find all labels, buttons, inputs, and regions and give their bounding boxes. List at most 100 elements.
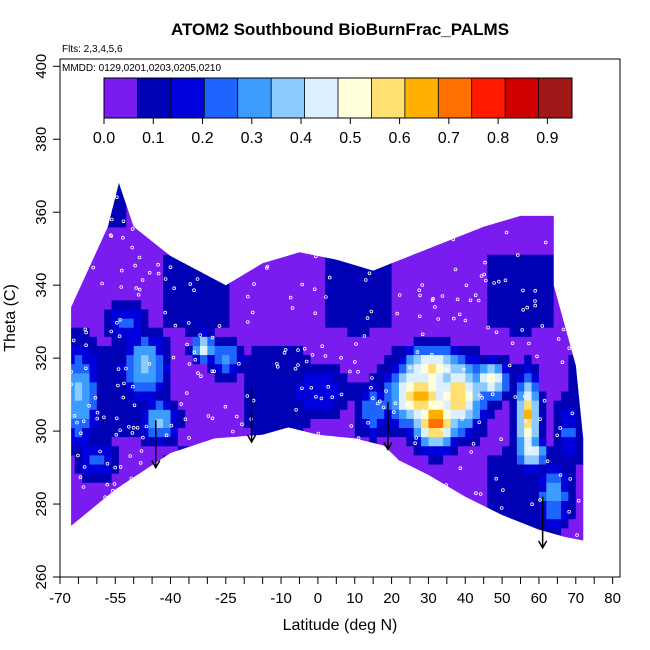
heat-cell	[332, 390, 341, 401]
heat-cell	[281, 272, 290, 283]
heat-cell	[428, 217, 437, 228]
heat-cell	[96, 363, 105, 374]
heat-cell	[244, 272, 253, 283]
heat-cell	[185, 445, 194, 456]
heat-cell	[443, 281, 452, 292]
sample-point	[129, 476, 134, 481]
heat-cell	[104, 263, 113, 273]
heat-cell	[509, 482, 518, 492]
heat-cell	[398, 308, 407, 319]
heat-cell	[82, 546, 90, 556]
heat-cell	[376, 482, 385, 492]
heat-cell	[266, 372, 275, 383]
heat-cell	[546, 199, 555, 210]
heat-cell	[207, 363, 216, 374]
heat-cell	[118, 372, 127, 383]
heat-cell	[236, 190, 245, 201]
colorbar-segment	[371, 78, 406, 118]
heat-cell	[362, 336, 371, 346]
heat-cell	[112, 163, 120, 173]
heat-cell	[443, 491, 452, 501]
heat-cell	[259, 546, 267, 556]
sample-point	[327, 275, 332, 280]
heat-cell	[472, 345, 481, 356]
heat-cell	[281, 400, 290, 410]
heat-cell	[288, 473, 297, 483]
heat-cell	[561, 454, 570, 465]
heat-cell	[163, 546, 171, 556]
heat-cell	[303, 183, 312, 191]
heat-cell	[362, 418, 371, 429]
heat-cell	[148, 281, 157, 292]
heat-cell	[457, 518, 466, 529]
heat-cell	[148, 436, 157, 447]
heat-cell	[266, 381, 275, 392]
heat-cell	[398, 418, 407, 429]
heat-cell	[266, 445, 275, 456]
heat-cell	[177, 427, 186, 438]
heat-cell	[524, 354, 533, 365]
heat-cell	[74, 245, 83, 255]
heat-cell	[96, 527, 105, 538]
heat-cell	[288, 163, 296, 173]
heat-cell	[340, 318, 348, 328]
heat-cell	[104, 208, 113, 219]
heat-cell	[192, 190, 201, 201]
heat-cell	[192, 454, 201, 465]
heat-cell	[332, 491, 341, 501]
heat-cell	[369, 390, 378, 401]
sample-point	[408, 365, 412, 370]
heat-cell	[163, 281, 172, 292]
sample-point	[121, 219, 126, 224]
heat-cell	[531, 254, 540, 264]
heat-cell	[251, 217, 260, 228]
x-tick-label: 20	[383, 590, 400, 607]
heat-cell	[443, 327, 452, 337]
heat-cell	[96, 436, 105, 447]
heat-cell	[71, 518, 76, 529]
heat-cell	[155, 445, 164, 456]
heat-cell	[516, 345, 525, 356]
heat-cell	[118, 491, 127, 501]
heat-cell	[141, 482, 150, 492]
heat-cell	[244, 345, 253, 356]
heat-cell	[516, 217, 525, 228]
heat-cell	[568, 290, 577, 301]
heat-cell	[568, 254, 577, 264]
heat-cell	[450, 482, 459, 492]
heat-cell	[89, 308, 98, 319]
heat-cell	[509, 546, 517, 556]
heat-cell	[509, 400, 518, 410]
heat-cell	[554, 546, 562, 556]
heat-cell	[126, 172, 134, 182]
heat-cell	[398, 427, 407, 438]
heat-cell	[214, 290, 223, 301]
sample-point	[110, 217, 114, 222]
heat-cell	[583, 235, 584, 246]
heat-cell	[111, 473, 120, 483]
heat-cell	[561, 509, 570, 520]
sample-point	[312, 287, 317, 292]
heat-cell	[538, 208, 547, 219]
heat-cell	[133, 217, 142, 228]
heat-cell	[295, 281, 304, 292]
heat-cell	[583, 463, 584, 474]
heat-cell	[71, 400, 76, 410]
heat-cell	[538, 400, 547, 410]
heat-cell	[266, 436, 275, 447]
heat-cell	[421, 308, 430, 319]
heat-cell	[384, 454, 393, 465]
y-tick-label: 340	[33, 273, 50, 298]
heat-cell	[177, 463, 186, 474]
heat-cell	[568, 235, 577, 246]
heat-cell	[148, 363, 157, 374]
heat-cell	[148, 445, 157, 456]
heat-cell	[163, 299, 172, 310]
heat-cell	[354, 509, 363, 520]
heat-cell	[251, 281, 260, 292]
heat-cell	[126, 463, 135, 474]
heat-cell	[119, 546, 127, 556]
heat-cell	[480, 509, 488, 520]
heat-cell	[494, 226, 503, 237]
heat-cell	[214, 381, 223, 392]
